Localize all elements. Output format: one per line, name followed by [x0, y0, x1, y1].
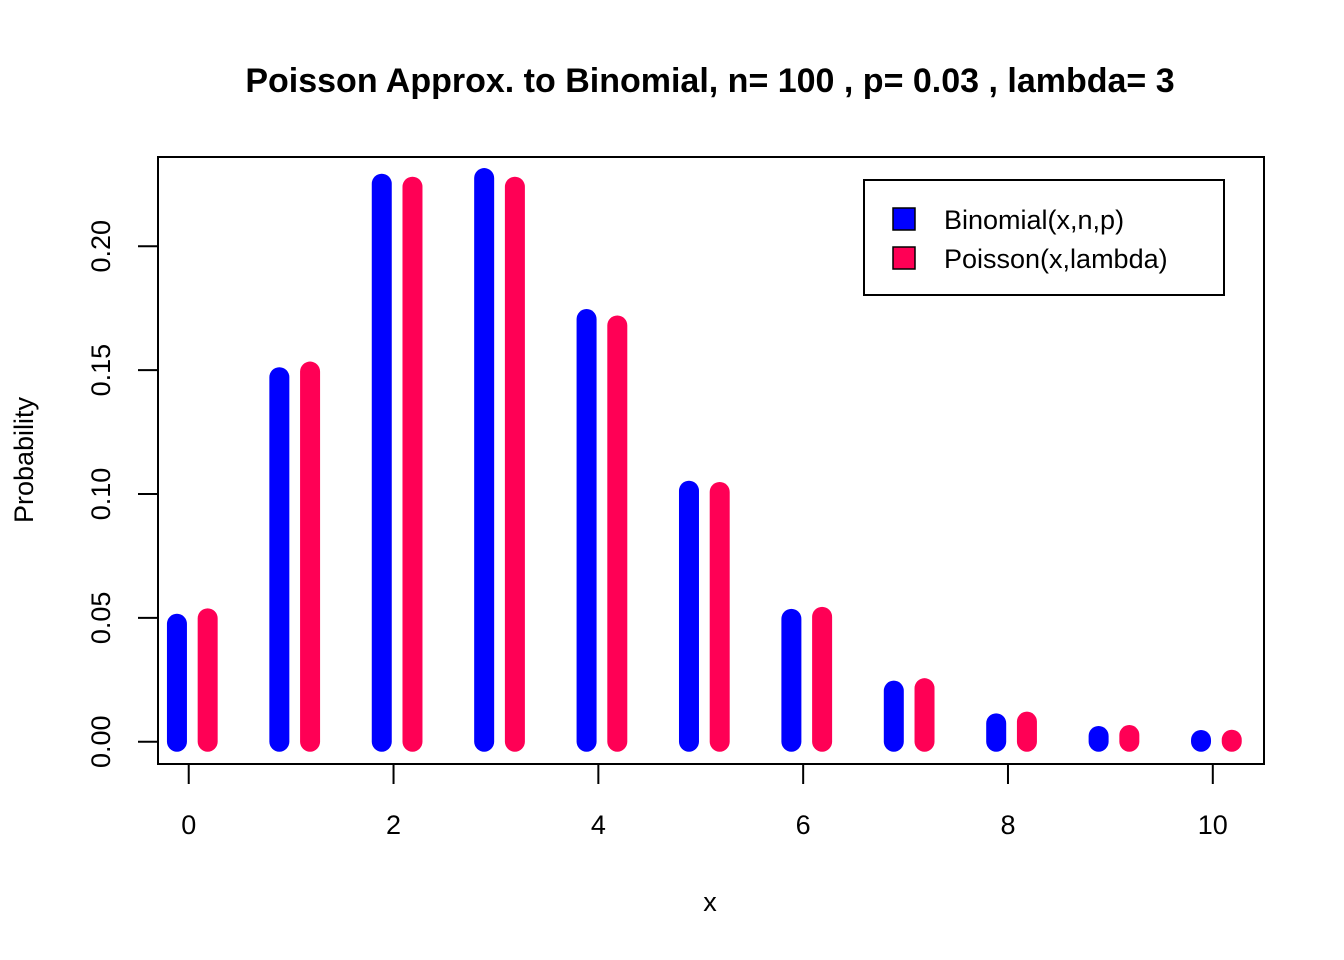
- x-tick-label-4: 4: [591, 810, 606, 840]
- legend: Binomial(x,n,p) Poisson(x,lambda): [863, 179, 1225, 296]
- legend-box: [863, 179, 1225, 296]
- x-tick-label-2: 2: [386, 810, 401, 840]
- y-tick-label-0.15: 0.15: [86, 344, 116, 397]
- legend-swatch-poisson: [892, 246, 916, 270]
- y-tick-label-0.00: 0.00: [86, 715, 116, 768]
- x-tick-label-6: 6: [796, 810, 811, 840]
- plot-frame: [157, 156, 1265, 765]
- chart-title: Poisson Approx. to Binomial, n= 100 , p=…: [245, 62, 1174, 100]
- x-tick-label-10: 10: [1198, 810, 1228, 840]
- y-axis: 0.00 0.05 0.10 0.15 0.20: [86, 220, 158, 768]
- bars-group: [166, 168, 1242, 752]
- x-axis: 0 2 4 6 8 10: [181, 764, 1228, 840]
- legend-label-poisson: Poisson(x,lambda): [944, 244, 1168, 274]
- y-axis-label: Probability: [9, 396, 39, 523]
- legend-label-binomial: Binomial(x,n,p): [944, 205, 1124, 235]
- x-tick-label-0: 0: [181, 810, 196, 840]
- x-tick-label-8: 8: [1000, 810, 1015, 840]
- y-tick-label-0.20: 0.20: [86, 220, 116, 273]
- y-tick-label-0.10: 0.10: [86, 468, 116, 521]
- y-tick-label-0.05: 0.05: [86, 592, 116, 645]
- legend-swatch-binomial: [892, 207, 916, 231]
- x-axis-label: x: [703, 887, 717, 917]
